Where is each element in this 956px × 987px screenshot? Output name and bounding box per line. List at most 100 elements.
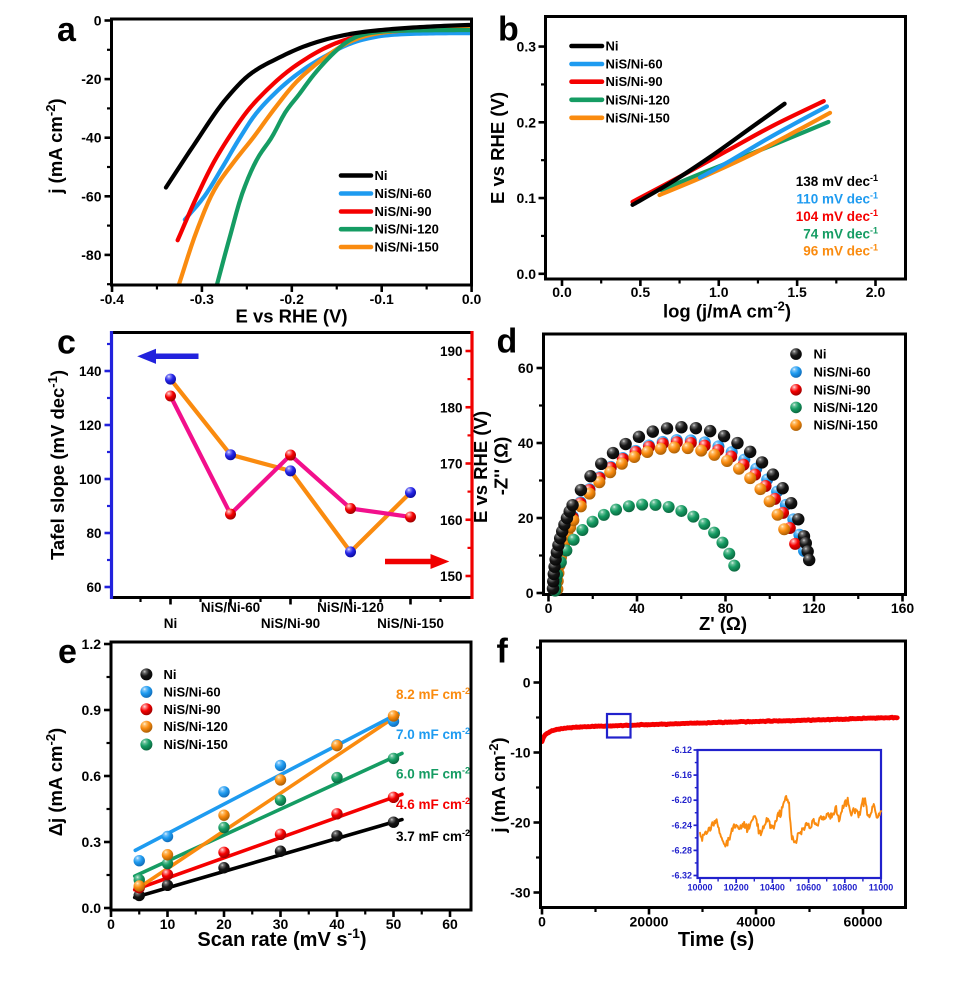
svg-text:10600: 10600 bbox=[796, 883, 821, 893]
svg-text:10800: 10800 bbox=[832, 883, 857, 893]
svg-text:40: 40 bbox=[329, 916, 345, 932]
svg-text:10400: 10400 bbox=[760, 883, 785, 893]
svg-text:-60: -60 bbox=[81, 188, 101, 204]
svg-text:160: 160 bbox=[440, 513, 463, 528]
svg-text:a: a bbox=[57, 11, 77, 49]
svg-text:Δj (mA cm-2): Δj (mA cm-2) bbox=[43, 728, 67, 836]
svg-text:b: b bbox=[498, 11, 519, 49]
svg-text:10: 10 bbox=[160, 916, 176, 932]
svg-text:0.3: 0.3 bbox=[517, 39, 537, 55]
svg-text:0.2: 0.2 bbox=[517, 114, 537, 130]
svg-text:0.0: 0.0 bbox=[82, 900, 102, 916]
svg-text:104 mV dec-1: 104 mV dec-1 bbox=[796, 208, 878, 224]
svg-text:NiS/Ni-120: NiS/Ni-120 bbox=[375, 222, 439, 237]
svg-text:-30: -30 bbox=[510, 885, 530, 901]
svg-text:Ni: Ni bbox=[606, 39, 619, 54]
svg-text:-0.3: -0.3 bbox=[190, 291, 214, 307]
svg-text:60: 60 bbox=[86, 580, 101, 595]
svg-text:NiS/Ni-150: NiS/Ni-150 bbox=[377, 616, 444, 631]
svg-text:0.3: 0.3 bbox=[82, 834, 102, 850]
svg-text:11000: 11000 bbox=[869, 883, 894, 893]
svg-text:0: 0 bbox=[538, 914, 546, 930]
svg-text:30: 30 bbox=[273, 916, 289, 932]
svg-text:Tafel slope (mV dec-1): Tafel slope (mV dec-1) bbox=[45, 370, 69, 560]
svg-text:NiS/Ni-60: NiS/Ni-60 bbox=[606, 57, 663, 72]
svg-text:log (j/mA cm-2): log (j/mA cm-2) bbox=[663, 298, 791, 322]
svg-text:-6.16: -6.16 bbox=[671, 770, 692, 780]
svg-text:138 mV dec-1: 138 mV dec-1 bbox=[796, 173, 878, 189]
svg-text:-Z'' (Ω): -Z'' (Ω) bbox=[491, 437, 512, 496]
svg-text:NiS/Ni-120: NiS/Ni-120 bbox=[317, 600, 384, 615]
svg-text:74 mV dec-1: 74 mV dec-1 bbox=[803, 225, 878, 241]
svg-text:96 mV dec-1: 96 mV dec-1 bbox=[803, 243, 878, 259]
svg-text:2.0: 2.0 bbox=[866, 284, 886, 300]
svg-text:20: 20 bbox=[216, 916, 232, 932]
svg-text:f: f bbox=[497, 633, 509, 671]
svg-text:0.0: 0.0 bbox=[517, 266, 537, 282]
svg-text:60: 60 bbox=[518, 360, 534, 376]
svg-text:100: 100 bbox=[79, 472, 102, 487]
svg-text:80: 80 bbox=[86, 526, 101, 541]
svg-text:-80: -80 bbox=[81, 247, 101, 263]
svg-text:1.0: 1.0 bbox=[709, 284, 729, 300]
svg-text:j (mA cm-2): j (mA cm-2) bbox=[486, 737, 510, 833]
svg-text:NiS/Ni-90: NiS/Ni-90 bbox=[164, 702, 221, 717]
svg-text:-0.1: -0.1 bbox=[370, 291, 394, 307]
svg-text:0: 0 bbox=[94, 13, 102, 29]
svg-text:NiS/Ni-120: NiS/Ni-120 bbox=[814, 400, 878, 415]
svg-text:10000: 10000 bbox=[687, 883, 712, 893]
svg-text:E vs RHE (V): E vs RHE (V) bbox=[487, 92, 508, 204]
svg-text:8.2 mF cm-2: 8.2 mF cm-2 bbox=[396, 686, 470, 702]
svg-text:-6.24: -6.24 bbox=[671, 820, 692, 830]
svg-text:-0.4: -0.4 bbox=[100, 291, 124, 307]
svg-text:Time (s): Time (s) bbox=[678, 929, 754, 951]
svg-text:0: 0 bbox=[526, 585, 534, 601]
svg-text:0: 0 bbox=[107, 916, 115, 932]
svg-text:40: 40 bbox=[629, 600, 645, 616]
svg-text:80: 80 bbox=[718, 600, 734, 616]
svg-text:NiS/Ni-150: NiS/Ni-150 bbox=[606, 110, 670, 125]
svg-text:120: 120 bbox=[79, 418, 102, 433]
svg-text:j (mA cm-2): j (mA cm-2) bbox=[43, 98, 67, 194]
svg-text:NiS/Ni-60: NiS/Ni-60 bbox=[375, 186, 432, 201]
svg-text:3.7 mF cm-2: 3.7 mF cm-2 bbox=[396, 828, 470, 844]
svg-text:NiS/Ni-90: NiS/Ni-90 bbox=[606, 74, 663, 89]
svg-text:190: 190 bbox=[440, 344, 463, 359]
svg-text:60: 60 bbox=[442, 916, 458, 932]
svg-text:140: 140 bbox=[79, 364, 102, 379]
svg-text:20000: 20000 bbox=[630, 914, 669, 930]
svg-text:E vs RHE (V): E vs RHE (V) bbox=[235, 306, 347, 327]
svg-text:NiS/Ni-60: NiS/Ni-60 bbox=[164, 684, 221, 699]
svg-text:40000: 40000 bbox=[737, 914, 776, 930]
svg-text:0.0: 0.0 bbox=[552, 284, 572, 300]
svg-text:-10: -10 bbox=[510, 745, 530, 761]
svg-text:NiS/Ni-90: NiS/Ni-90 bbox=[814, 382, 871, 397]
svg-text:E vs RHE (V): E vs RHE (V) bbox=[470, 411, 491, 523]
svg-text:NiS/Ni-90: NiS/Ni-90 bbox=[375, 204, 432, 219]
svg-text:NiS/Ni-90: NiS/Ni-90 bbox=[261, 616, 320, 631]
svg-text:d: d bbox=[497, 323, 518, 361]
svg-text:NiS/Ni-150: NiS/Ni-150 bbox=[814, 418, 878, 433]
svg-text:150: 150 bbox=[440, 569, 463, 584]
svg-text:NiS/Ni-120: NiS/Ni-120 bbox=[606, 92, 670, 107]
svg-text:Ni: Ni bbox=[375, 168, 388, 183]
svg-text:-20: -20 bbox=[510, 815, 530, 831]
svg-text:180: 180 bbox=[440, 400, 463, 415]
svg-text:0.6: 0.6 bbox=[82, 768, 102, 784]
svg-text:170: 170 bbox=[440, 457, 463, 472]
svg-text:1.2: 1.2 bbox=[82, 636, 102, 652]
svg-text:40: 40 bbox=[518, 435, 534, 451]
svg-text:-0.2: -0.2 bbox=[280, 291, 304, 307]
svg-text:NiS/Ni-120: NiS/Ni-120 bbox=[164, 719, 228, 734]
svg-text:Ni: Ni bbox=[164, 667, 177, 682]
svg-text:6.0 mF cm-2: 6.0 mF cm-2 bbox=[396, 766, 470, 782]
svg-text:20: 20 bbox=[518, 510, 534, 526]
svg-text:110 mV dec-1: 110 mV dec-1 bbox=[796, 190, 878, 206]
svg-text:Z' (Ω): Z' (Ω) bbox=[699, 613, 747, 634]
svg-text:NiS/Ni-60: NiS/Ni-60 bbox=[814, 365, 871, 380]
svg-text:4.6 mF cm-2: 4.6 mF cm-2 bbox=[396, 796, 470, 812]
svg-text:0.1: 0.1 bbox=[517, 190, 537, 206]
svg-text:7.0 mF cm-2: 7.0 mF cm-2 bbox=[396, 726, 470, 742]
svg-text:-6.20: -6.20 bbox=[671, 795, 692, 805]
svg-text:e: e bbox=[58, 633, 77, 671]
